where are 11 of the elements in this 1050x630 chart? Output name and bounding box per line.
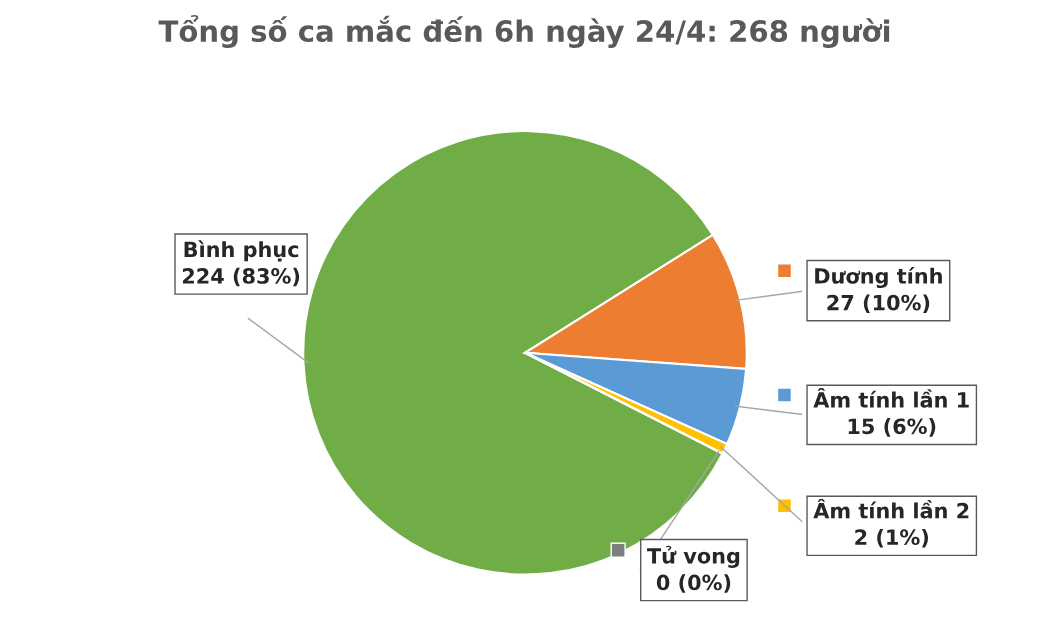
legend-label: Dương tính	[815, 266, 942, 289]
data-label: 224 (83%)	[182, 267, 300, 287]
data-label: 2 (1%)	[855, 528, 929, 548]
chart-title: Tổng số ca mắc đến 6h ngày 24/4: 268 người	[158, 15, 890, 48]
data-label: 15 (6%)	[848, 418, 936, 437]
legend-label: Âm tính lần 1	[813, 388, 969, 408]
legend-label: Âm tính lần 2	[813, 499, 969, 519]
legend-label: Tử vong	[647, 545, 740, 568]
data-label: 27 (10%)	[827, 294, 930, 313]
slice-label: Bình phục	[184, 240, 299, 262]
text: 0 (0%)	[656, 574, 731, 593]
